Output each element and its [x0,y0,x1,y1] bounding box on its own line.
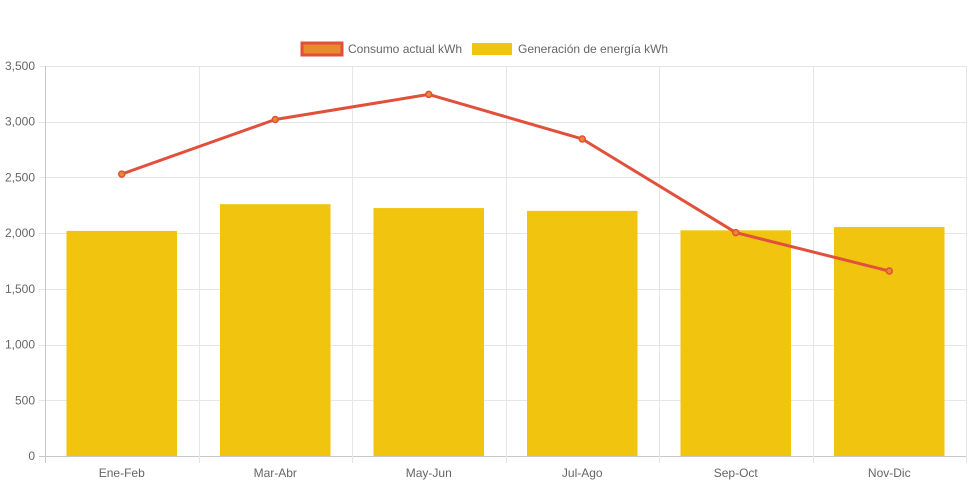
line-point[interactable] [578,135,586,143]
bar[interactable] [219,204,331,456]
bar-series [66,204,945,456]
line-point[interactable] [271,115,279,124]
legend-label-consumo: Consumo actual kWh [348,42,462,56]
y-tick-label: 0 [28,449,35,463]
x-tick-label: May-Jun [406,466,452,480]
legend: Consumo actual kWh Generación de energía… [300,41,668,57]
y-tick-label: 1,000 [5,338,35,352]
legend-swatch-generacion [472,43,512,55]
y-tick-label: 500 [15,393,35,407]
x-tick-label: Ene-Feb [99,466,145,480]
bar[interactable] [680,230,792,456]
y-tick-label: 1,500 [5,282,35,296]
x-tick-label: Sep-Oct [714,466,759,480]
bar[interactable] [373,208,485,456]
y-axis: 0 500 1,000 1,500 2,000 2,500 3,000 3,500 [5,59,35,463]
x-tick-label: Nov-Dic [868,466,911,480]
series-line [121,92,890,273]
bar[interactable] [833,227,945,456]
x-axis: Ene-Feb Mar-Abr May-Jun Jul-Ago Sep-Oct Nov-D… [99,466,911,480]
y-tick-label: 2,500 [5,170,35,184]
x-tick-label: Mar-Abr [254,466,297,480]
legend-item-generacion[interactable]: Generación de energía kWh [472,42,668,56]
legend-item-consumo[interactable]: Consumo actual kWh [300,41,462,57]
y-tick-label: 2,000 [5,226,35,240]
y-tick-label: 3,000 [5,115,35,129]
line-point[interactable] [885,267,893,275]
bar[interactable] [526,210,638,456]
legend-swatch-consumo [300,41,344,57]
grid [39,66,967,463]
line-point[interactable] [732,228,740,237]
line-point[interactable] [425,90,433,99]
y-tick-label: 3,500 [5,59,35,73]
x-tick-label: Jul-Ago [562,466,603,480]
line-point[interactable] [118,170,126,178]
bar[interactable] [66,230,178,456]
line-series [118,90,893,275]
legend-label-generacion: Generación de energía kWh [518,42,668,56]
